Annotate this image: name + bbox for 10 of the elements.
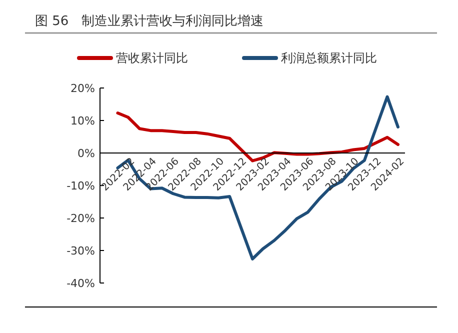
legend-label: 利润总额累计同比: [281, 51, 377, 66]
y-tick-label: -10%: [66, 179, 95, 192]
chart-title: 图 56 制造业累计营收与利润同比增速: [35, 14, 264, 29]
legend-label: 营收累计同比: [116, 51, 188, 66]
y-tick-label: 10%: [70, 114, 95, 128]
y-tick-label: -40%: [66, 276, 95, 290]
y-tick-label: -20%: [66, 212, 95, 225]
y-tick-label: 20%: [70, 82, 95, 95]
y-tick-label: 0%: [78, 146, 95, 160]
y-tick-label: -30%: [66, 244, 95, 258]
